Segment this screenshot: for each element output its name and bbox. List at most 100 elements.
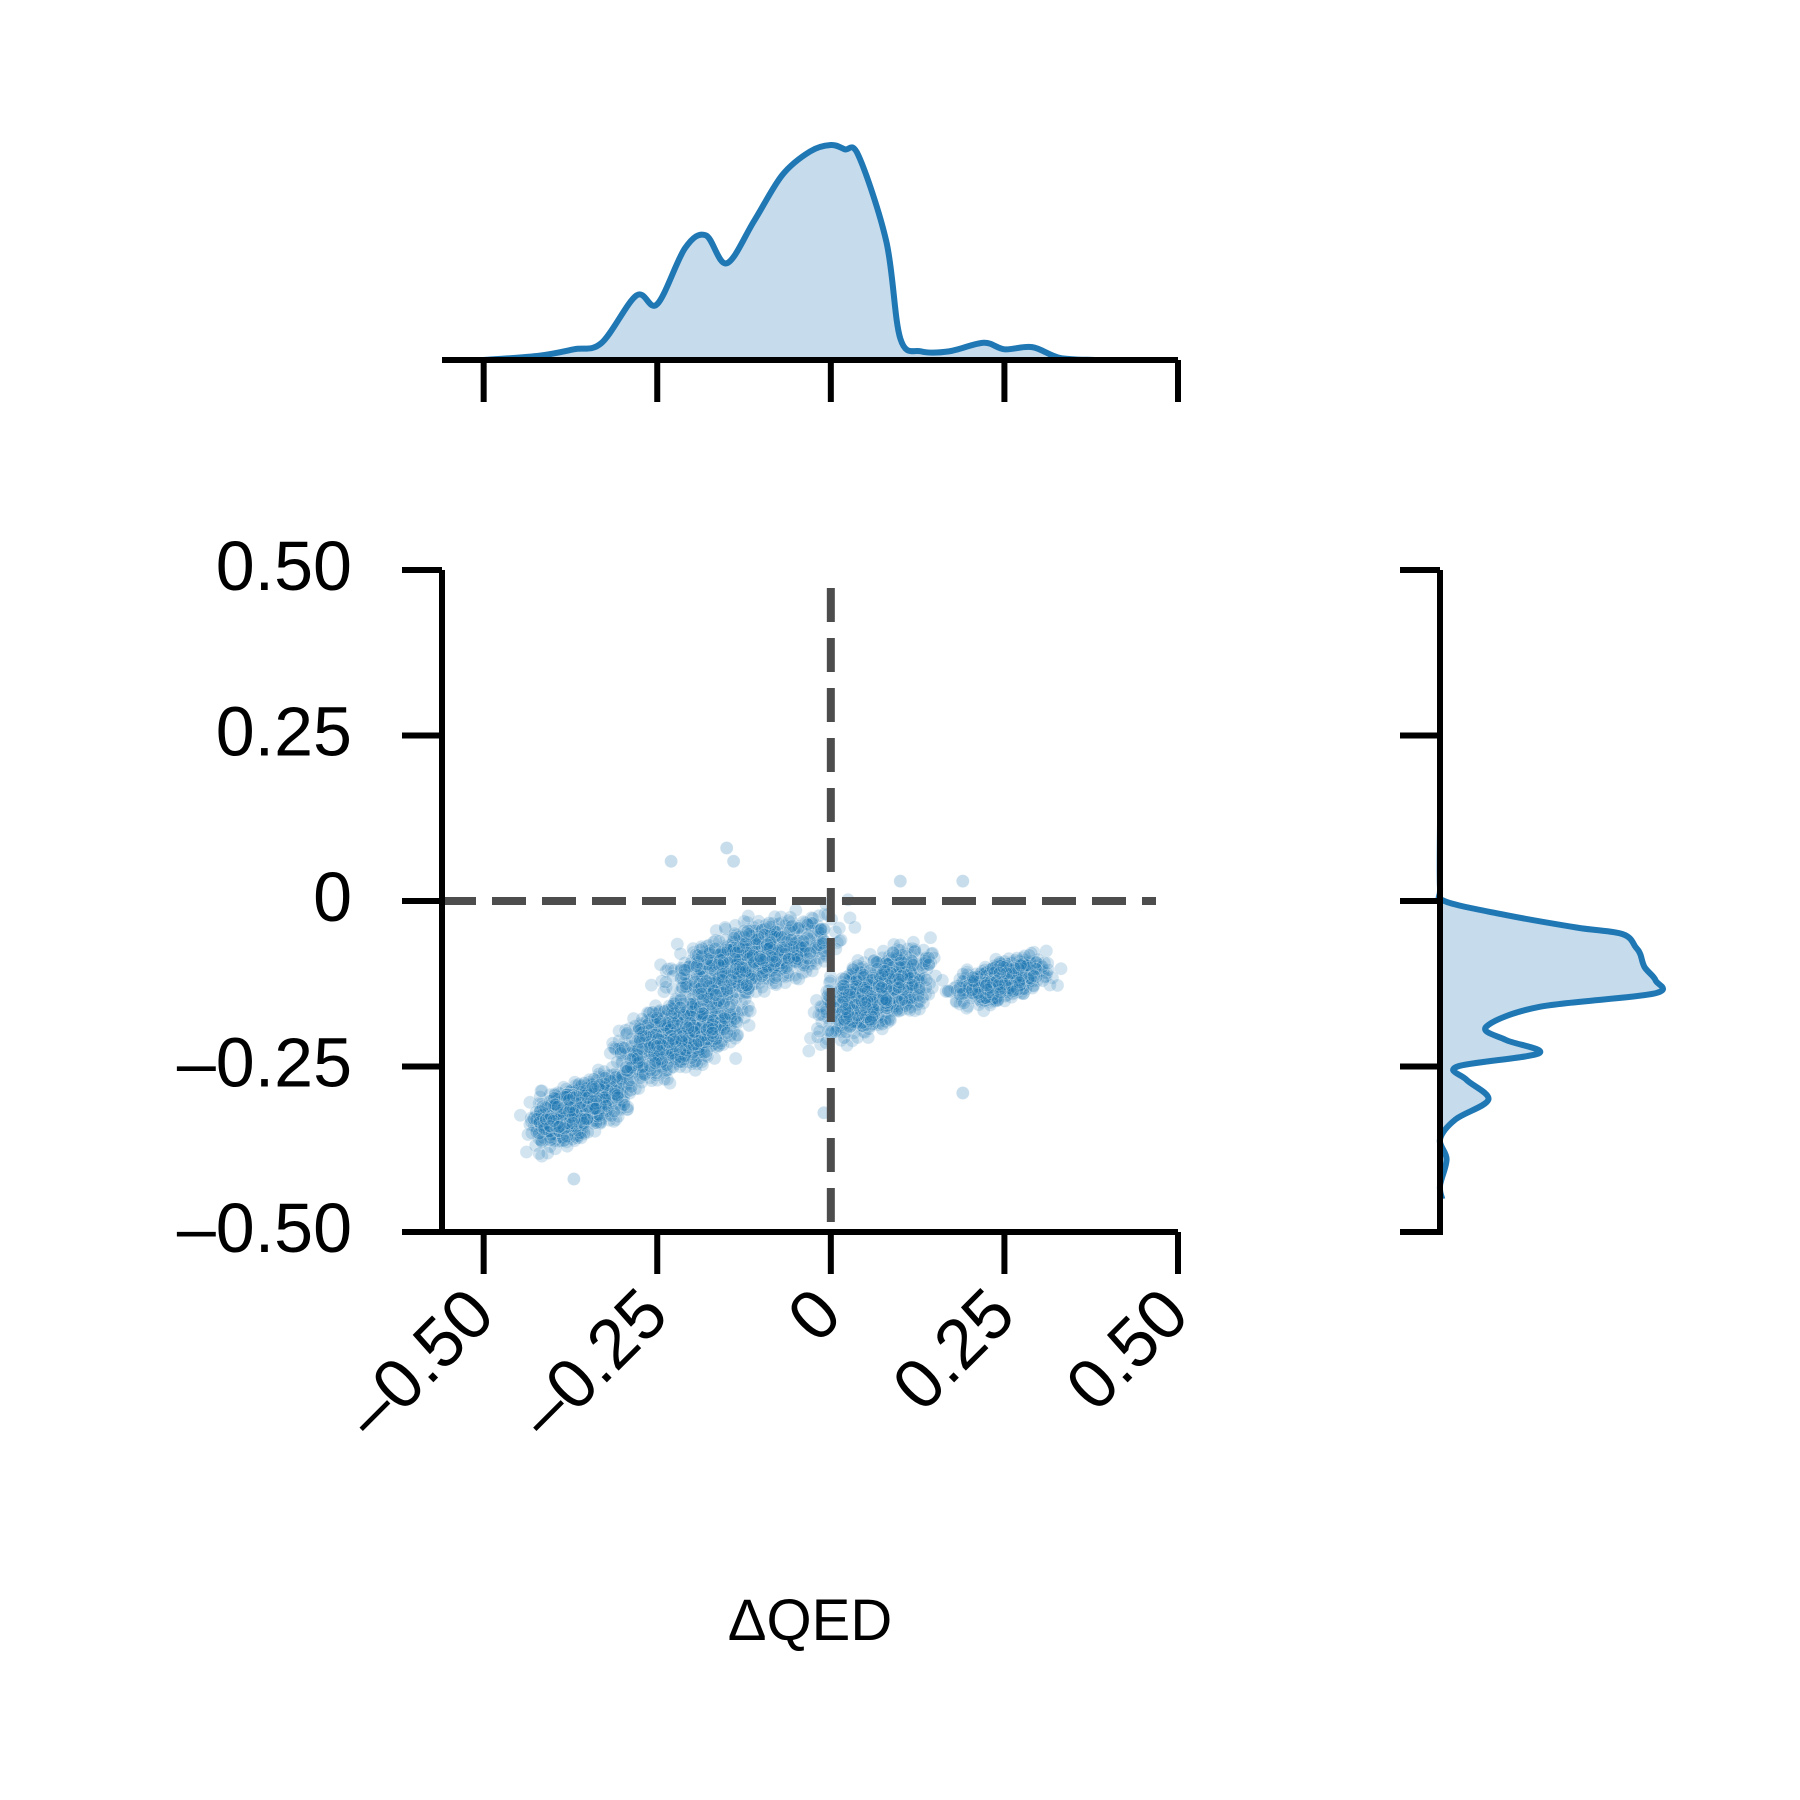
scatter-point — [599, 1091, 613, 1106]
scatter-point — [585, 1090, 600, 1104]
scatter-point — [576, 1116, 591, 1131]
scatter-point — [594, 1102, 609, 1116]
scatter-point — [513, 1108, 528, 1123]
scatter-point — [587, 1091, 602, 1105]
scatter-point — [588, 1124, 602, 1138]
scatter-point — [578, 1108, 592, 1123]
scatter-point — [906, 958, 921, 972]
scatter-point — [576, 1105, 591, 1119]
scatter-point — [661, 1035, 676, 1050]
scatter-point — [903, 1003, 917, 1018]
scatter-point — [542, 1117, 556, 1132]
scatter-point — [568, 1122, 582, 1136]
scatter-point — [923, 930, 938, 945]
scatter-point — [565, 1102, 580, 1116]
x-tick-label: 0.50 — [1051, 1273, 1202, 1424]
scatter-point — [549, 1114, 564, 1128]
scatter-point — [556, 1080, 571, 1095]
scatter-point — [564, 1103, 579, 1118]
scatter-point — [540, 1123, 554, 1137]
scatter-point — [590, 1090, 604, 1104]
scatter-point — [570, 1110, 585, 1125]
scatter-point — [595, 1105, 610, 1119]
scatter-point — [562, 1094, 576, 1109]
scatter-point — [552, 1090, 567, 1104]
scatter-point — [569, 1111, 584, 1125]
scatter-point — [673, 946, 688, 961]
scatter-point — [538, 1115, 553, 1130]
scatter-point — [805, 964, 820, 978]
scatter-point — [563, 1105, 578, 1119]
scatter-point — [591, 1070, 606, 1084]
scatter-point — [568, 1120, 583, 1135]
scatter-point — [543, 1099, 558, 1114]
scatter-point — [585, 1099, 599, 1114]
scatter-point — [523, 1117, 537, 1132]
scatter-point — [533, 1090, 548, 1104]
scatter-point — [597, 1088, 611, 1103]
scatter-point — [593, 1091, 608, 1106]
scatter-point — [594, 1102, 608, 1116]
scatter-point — [560, 1114, 575, 1128]
scatter-point — [584, 1093, 598, 1108]
scatter-point — [537, 1117, 551, 1131]
scatter-point — [565, 1122, 580, 1136]
scatter-point — [534, 1084, 548, 1098]
scatter-point — [538, 1123, 553, 1138]
top-kde-fill — [483, 144, 1095, 360]
scatter-point — [554, 1113, 569, 1127]
scatter-point — [812, 1024, 827, 1039]
scatter-point — [834, 933, 848, 947]
scatter-point — [591, 1107, 606, 1122]
scatter-point — [535, 1109, 549, 1123]
scatter-point — [610, 1074, 624, 1089]
scatter-point — [838, 1002, 853, 1016]
scatter-point — [861, 1030, 876, 1045]
scatter-point — [592, 1088, 606, 1103]
scatter-point — [620, 1076, 635, 1090]
scatter-point — [598, 1100, 613, 1115]
scatter-point — [566, 1109, 581, 1124]
scatter-point — [579, 1112, 593, 1127]
y-tick-label: 0.50 — [216, 527, 352, 605]
scatter-point — [581, 1088, 596, 1102]
scatter-point — [563, 1097, 578, 1111]
scatter-point — [663, 1076, 677, 1090]
scatter-point — [719, 841, 734, 855]
scatter-point — [603, 1085, 617, 1100]
scatter-point — [585, 1100, 599, 1114]
scatter-point — [554, 1126, 568, 1140]
scatter-point — [705, 1026, 720, 1040]
scatter-point — [584, 1107, 598, 1121]
scatter-point — [784, 933, 799, 947]
scatter-point — [551, 1099, 565, 1113]
scatter-point — [1027, 969, 1041, 983]
scatter-point — [568, 1117, 582, 1131]
scatter-point — [537, 1122, 552, 1136]
scatter-point — [574, 1094, 589, 1108]
scatter-point — [561, 1114, 576, 1129]
scatter-point — [589, 1092, 604, 1107]
scatter-point — [587, 1101, 602, 1116]
scatter-point — [768, 971, 783, 985]
scatter-point — [572, 1112, 587, 1127]
scatter-point — [559, 1087, 574, 1102]
scatter-point — [552, 1101, 566, 1115]
scatter-point — [590, 1100, 605, 1115]
scatter-point — [600, 1079, 615, 1093]
scatter-point — [560, 1112, 575, 1126]
scatter-point — [562, 1111, 576, 1126]
scatter-point — [577, 1104, 592, 1119]
scatter-point — [554, 1103, 569, 1117]
scatter-point — [596, 1070, 611, 1084]
scatter-point — [610, 1088, 625, 1103]
scatter-point — [579, 1103, 594, 1118]
scatter-point — [547, 1106, 561, 1120]
scatter-point — [565, 1107, 580, 1121]
scatter-point — [546, 1109, 561, 1123]
scatter-point — [595, 1084, 610, 1098]
scatter-point — [619, 1060, 633, 1075]
scatter-point — [588, 1093, 602, 1107]
scatter-point — [593, 1100, 607, 1114]
